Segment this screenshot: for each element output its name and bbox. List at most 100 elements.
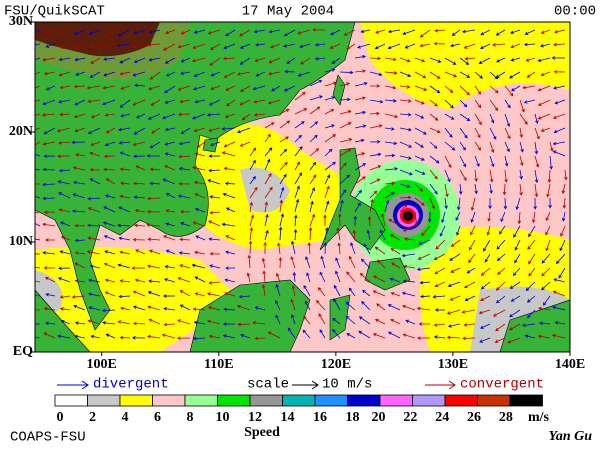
wind-arrow — [35, 99, 41, 102]
wind-arrow — [299, 43, 311, 49]
wind-arrow — [519, 113, 528, 125]
wind-arrow — [71, 140, 86, 145]
wind-arrow — [224, 292, 236, 297]
wind-arrow — [35, 238, 41, 241]
wind-arrow — [346, 43, 356, 50]
wind-arrow — [162, 294, 176, 298]
wind-arrow — [510, 85, 521, 92]
wind-arrow — [324, 200, 330, 213]
legend-convergent: convergent — [460, 377, 544, 393]
wind-arrow — [429, 57, 442, 63]
wind-arrow — [105, 127, 116, 134]
wind-arrow — [89, 71, 101, 78]
wind-arrow — [43, 210, 56, 214]
wind-arrow — [102, 99, 116, 106]
wind-arrow — [74, 223, 86, 228]
wind-arrow — [86, 250, 101, 255]
wind-arrow — [537, 99, 551, 106]
wind-arrow — [463, 281, 476, 288]
wind-arrow — [283, 29, 296, 37]
colorbar-label: 24 — [435, 410, 449, 425]
wind-arrow — [474, 127, 481, 139]
wind-arrow — [519, 141, 524, 153]
wind-arrow — [459, 127, 468, 139]
wind-arrow — [414, 71, 427, 79]
wind-arrow — [35, 280, 41, 283]
wind-arrow — [369, 198, 374, 213]
wind-arrow — [315, 300, 326, 311]
wind-arrow — [149, 141, 161, 149]
wind-arrow — [104, 141, 116, 147]
wind-arrow — [510, 295, 521, 302]
wind-arrow — [324, 96, 336, 101]
wind-arrow — [87, 99, 101, 104]
wind-arrow — [384, 141, 398, 146]
wind-arrow — [208, 127, 221, 132]
wind-arrow — [193, 320, 206, 325]
wind-arrow — [103, 262, 116, 269]
colorbar-label: 12 — [248, 410, 262, 425]
wind-arrow — [147, 113, 161, 120]
wind-arrow — [309, 148, 320, 157]
wind-arrow — [294, 108, 308, 115]
wind-arrow — [456, 225, 461, 236]
wind-arrow — [179, 237, 191, 242]
wind-arrow — [388, 218, 401, 227]
wind-arrow — [512, 267, 521, 277]
wind-arrow — [252, 321, 266, 325]
wind-arrow — [369, 84, 381, 88]
wind-arrow — [504, 155, 509, 167]
wind-arrow — [193, 29, 206, 34]
wind-arrow — [480, 323, 491, 329]
wind-arrow — [464, 295, 476, 302]
wind-arrow — [346, 271, 356, 283]
wind-arrow — [352, 229, 357, 241]
wind-arrow — [192, 221, 206, 227]
wind-arrow — [150, 99, 161, 106]
wind-arrow — [345, 301, 356, 311]
wind-arrow — [348, 255, 356, 269]
wind-arrow — [164, 99, 176, 104]
wind-arrow — [419, 29, 431, 38]
wind-arrow — [504, 113, 511, 128]
wind-arrow — [354, 152, 366, 157]
wind-arrow — [103, 57, 116, 61]
wind-arrow — [324, 109, 335, 115]
wind-arrow — [225, 266, 236, 270]
wind-arrow — [119, 71, 131, 76]
colorbar-label: 14 — [281, 410, 295, 425]
wind-arrow — [339, 122, 352, 129]
wind-arrow — [59, 112, 71, 117]
wind-arrow — [223, 71, 236, 78]
wind-arrow — [118, 141, 131, 145]
wind-arrow — [87, 236, 101, 241]
wind-arrow — [447, 323, 461, 328]
wind-arrow — [515, 197, 521, 211]
wind-arrow — [207, 306, 221, 311]
colorbar-label: 20 — [372, 410, 386, 425]
wind-arrow — [444, 197, 448, 210]
wind-arrow — [433, 323, 446, 327]
wind-arrow — [429, 85, 441, 94]
wind-arrow — [209, 251, 221, 256]
wind-arrow — [120, 85, 131, 90]
wind-arrow — [504, 99, 511, 109]
wind-arrow — [60, 235, 71, 241]
wind-arrow — [177, 85, 191, 91]
wind-arrow — [119, 194, 131, 199]
wind-arrow — [459, 169, 467, 181]
wind-arrow — [72, 166, 86, 171]
wind-arrow — [444, 99, 454, 109]
wind-arrow — [192, 336, 206, 341]
wind-arrow — [339, 174, 350, 185]
colorbar-label: 22 — [403, 410, 417, 425]
wind-arrow — [339, 70, 354, 75]
wind-arrow — [513, 225, 521, 238]
wind-arrow — [269, 43, 281, 49]
wind-arrow — [89, 151, 101, 157]
wind-arrow — [369, 71, 383, 77]
wind-arrow — [399, 112, 412, 117]
wind-arrow — [221, 151, 236, 157]
wind-arrow — [165, 209, 176, 213]
wind-arrow — [249, 147, 256, 157]
